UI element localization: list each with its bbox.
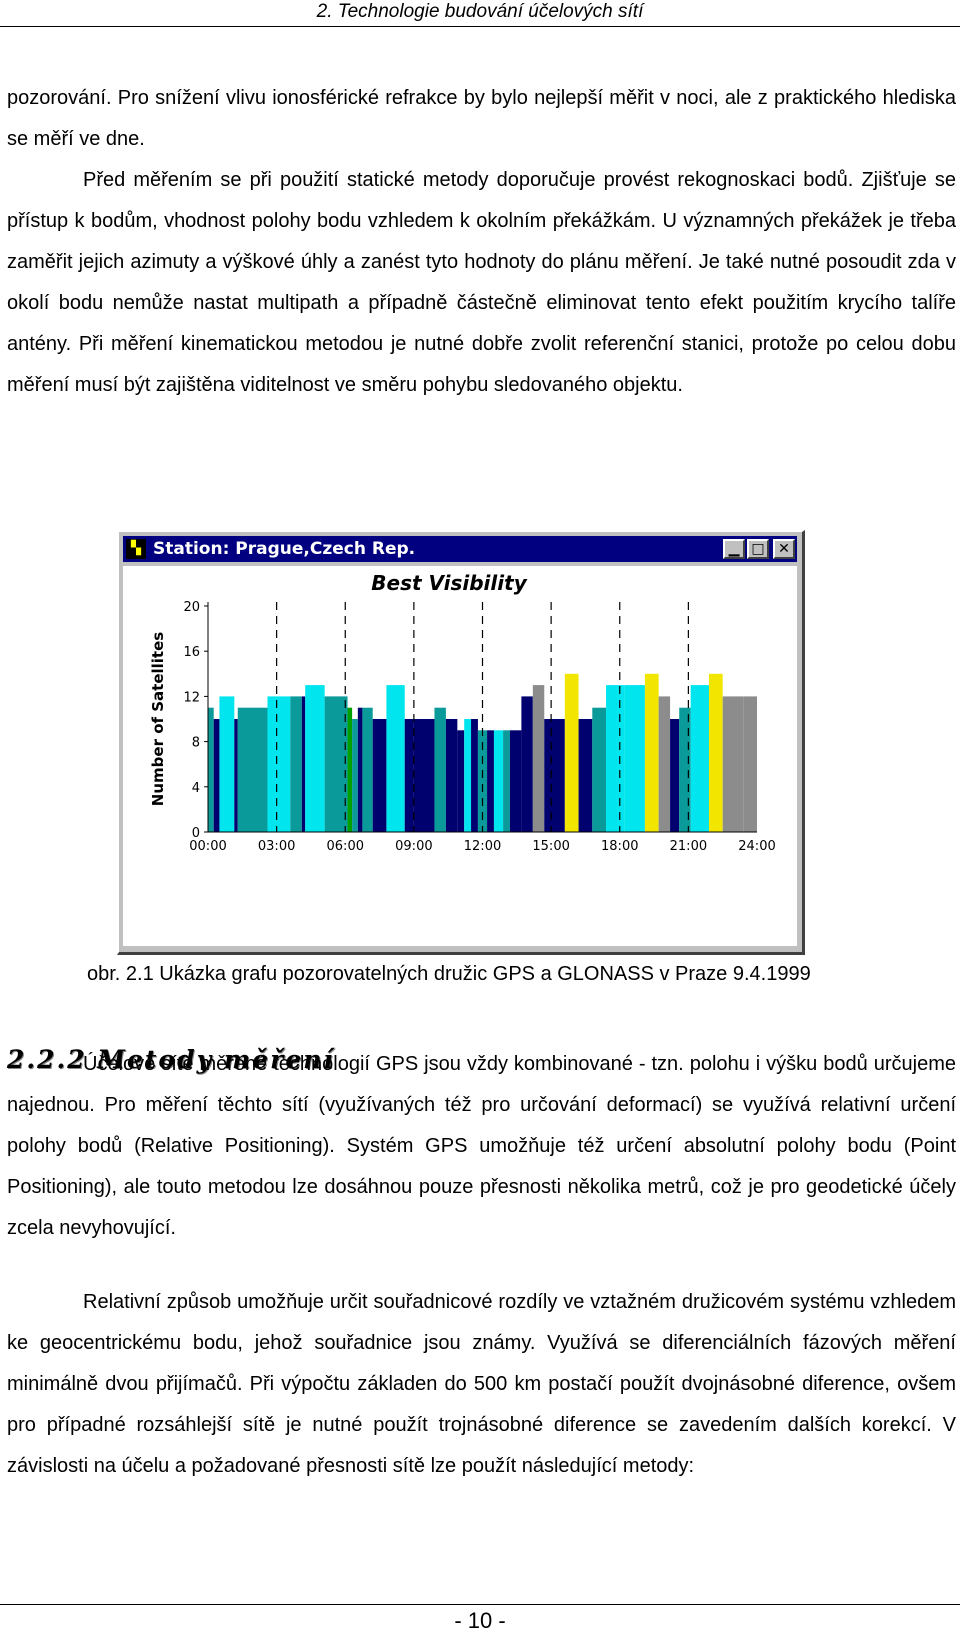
satellite-count-bar [509, 730, 522, 832]
window-titlebar: ▚ Station: Prague,Czech Rep. ▁ □ ✕ [123, 536, 797, 562]
figure-caption: obr. 2.1 Ukázka grafu pozorovatelných dr… [87, 963, 811, 985]
satellite-count-bar [708, 673, 723, 832]
satellite-count-bar [606, 685, 625, 832]
satellite-count-bar [658, 696, 671, 832]
satellite-count-bar [564, 673, 579, 832]
x-tick-label: 21:00 [670, 839, 707, 854]
satellite-count-bar [290, 696, 302, 832]
satellite-count-bar [644, 673, 659, 832]
satellite-count-bar [743, 696, 757, 832]
satellite-count-bar [690, 685, 709, 832]
satellite-count-bar [386, 685, 405, 832]
satellite-count-bar [372, 719, 387, 832]
satellite-count-bar [493, 730, 504, 832]
y-tick-label: 16 [183, 645, 200, 660]
chart-title: Best Visibility [371, 571, 527, 595]
satellite-count-bar [457, 730, 465, 832]
running-header-title: 2. Technologie budování účelových sítí [316, 1, 644, 22]
satellite-count-bar [670, 719, 680, 832]
satellite-count-bar [267, 696, 291, 832]
satellite-count-bar [305, 685, 325, 832]
y-tick-label: 12 [183, 690, 200, 705]
x-tick-label: 18:00 [601, 839, 638, 854]
running-header: 2. Technologie budování účelových sítí [0, 0, 960, 27]
y-axis-label: Number of Satellites [149, 632, 167, 806]
x-tick-label: 09:00 [395, 839, 432, 854]
satellite-count-bar [544, 719, 565, 832]
satellite-count-bar [234, 719, 238, 832]
y-tick-label: 0 [192, 826, 200, 841]
satellite-count-bar [578, 719, 593, 832]
satellite-count-bar [679, 707, 691, 832]
section-heading: 2.2.2 Metody měření [7, 1045, 335, 1074]
satellite-count-bar [237, 707, 268, 832]
satellite-count-bar [413, 719, 435, 832]
satellite-count-bar [464, 719, 472, 832]
close-button[interactable]: ✕ [773, 539, 795, 559]
paragraph-4: Relativní způsob umožňuje určit souřadni… [7, 1291, 956, 1477]
x-tick-label: 00:00 [189, 839, 226, 854]
satellite-count-bar [592, 707, 607, 832]
paragraph-1: pozorování. Pro snížení vlivu ionosféric… [7, 87, 956, 150]
satellite-count-bar [301, 696, 306, 832]
x-tick-label: 03:00 [258, 839, 295, 854]
satellite-count-bar [532, 685, 545, 832]
satellite-count-bar [722, 696, 744, 832]
satellite-count-bar [445, 719, 458, 832]
x-tick-label: 06:00 [327, 839, 364, 854]
x-tick-label: 12:00 [464, 839, 501, 854]
satellite-count-bar [213, 719, 220, 832]
satellite-count-bar [471, 719, 478, 832]
paragraph-3: Účelové sítě měřené technologií GPS jsou… [7, 1053, 956, 1239]
y-tick-label: 20 [183, 600, 200, 615]
y-tick-label: 8 [192, 736, 200, 751]
plot-area: Best Visibility Number of Satellites 00:00… [123, 566, 797, 946]
window-title: Station: Prague,Czech Rep. [153, 539, 416, 559]
x-tick-label: 15:00 [532, 839, 569, 854]
satellite-count-bar [347, 707, 353, 832]
satellite-count-bar [208, 707, 214, 832]
station-app-icon: ▚ [126, 539, 146, 559]
visibility-chart: Best Visibility Number of Satellites 00:00… [149, 571, 776, 854]
satellite-count-bar [362, 707, 373, 832]
footer-rule [0, 1604, 960, 1605]
satellite-count-bar [324, 696, 348, 832]
maximize-button[interactable]: □ [747, 539, 769, 559]
satellite-count-bar [404, 719, 414, 832]
paragraph-2: Před měřením se při použití statické met… [7, 169, 956, 396]
satellite-count-bar [357, 707, 363, 832]
y-tick-label: 4 [192, 781, 200, 796]
satellite-count-bar [434, 707, 446, 832]
figure-window: ▚ Station: Prague,Czech Rep. ▁ □ ✕ Best … [117, 530, 805, 955]
satellite-count-bar [477, 730, 488, 832]
satellite-count-bar [487, 730, 494, 832]
satellite-count-bar [219, 696, 235, 832]
satellite-count-bar [624, 685, 645, 832]
satellite-count-bar [521, 696, 533, 832]
satellite-count-bar [503, 730, 510, 832]
satellite-count-bar [352, 719, 358, 832]
page-number: - 10 - [454, 1608, 506, 1633]
x-tick-label: 24:00 [738, 839, 775, 854]
minimize-button[interactable]: ▁ [723, 539, 745, 559]
